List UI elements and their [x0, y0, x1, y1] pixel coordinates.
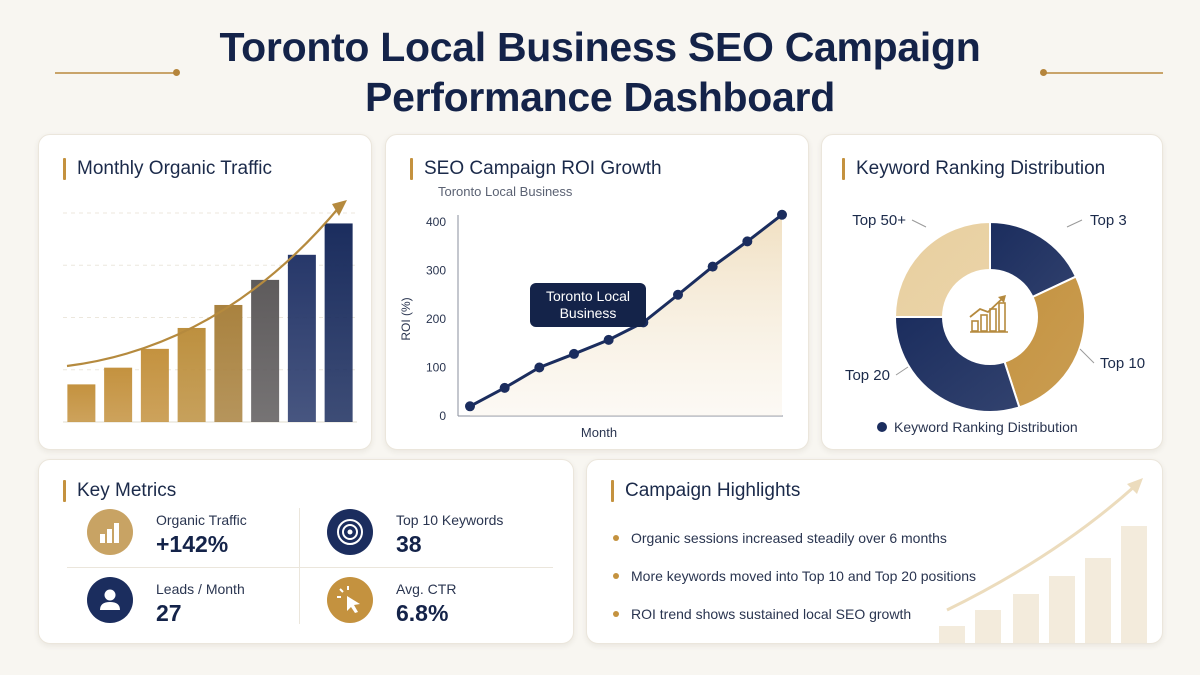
pie-legend-marker: [877, 422, 887, 432]
metric-organic-traffic-label: Organic Traffic: [156, 512, 247, 528]
metrics-card-title: Key Metrics: [63, 479, 176, 503]
traffic-bar-2: [104, 367, 133, 422]
roi-point-3: [534, 362, 545, 373]
metrics-divider-horizontal: [67, 567, 553, 568]
page-title-line1: Toronto Local Business SEO Campaign: [219, 24, 981, 70]
donut-leader-1: [1066, 219, 1083, 228]
roi-card: SEO Campaign ROI Growth Toronto Local Bu…: [385, 134, 809, 450]
page-title: Toronto Local Business SEO Campaign Perf…: [0, 22, 1200, 122]
traffic-bar-4: [177, 327, 206, 422]
pie-legend-text: Keyword Ranking Distribution: [894, 419, 1078, 435]
keyword-donut-chart: Top 3 Top 10 Top 20 Top 50+ Keyword Ranking…: [845, 212, 1145, 435]
right-deco-dot: [1040, 69, 1047, 76]
metric-top10-icon-bg: [327, 509, 373, 555]
highlight-item-3: ROI trend shows sustained local SEO grow…: [631, 606, 912, 622]
left-deco-dot: [173, 69, 180, 76]
traffic-bar-1: [67, 384, 96, 422]
highlights-card-title: Campaign Highlights: [611, 479, 800, 503]
traffic-card: Monthly Organic Traffic: [38, 134, 372, 450]
bar-chart-icon: [100, 523, 119, 543]
metric-leads-label: Leads / Month: [156, 581, 245, 597]
target-icon: [337, 519, 363, 545]
highlight-bullet-1: [613, 535, 619, 541]
page-title-line2: Performance Dashboard: [365, 74, 835, 120]
metrics-card: Key Metrics Organic Traffic +142% Top 10…: [38, 459, 574, 644]
left-deco-line: [55, 72, 177, 74]
traffic-bar-8: [324, 223, 353, 422]
roi-x-axis-label: Month: [581, 425, 617, 440]
metric-organic-traffic-value: +142%: [156, 531, 229, 557]
roi-point-7: [673, 289, 683, 300]
traffic-bar-7: [287, 254, 316, 422]
highlights-card: Campaign Highlights Organic sessions inc…: [586, 459, 1163, 644]
traffic-bar-3: [140, 348, 169, 422]
donut-label-2: Top 10: [1100, 355, 1145, 372]
roi-point-1: [465, 401, 475, 412]
highlights-background-bars: [939, 478, 1147, 643]
roi-point-10: [777, 209, 787, 220]
keyword-card-title: Keyword Ranking Distribution: [842, 157, 1105, 181]
traffic-bar-5: [214, 304, 243, 422]
highlight-item-1: Organic sessions increased steadily over…: [631, 530, 947, 546]
user-icon: [100, 589, 120, 610]
metric-organic-traffic-icon-bg: [87, 509, 133, 555]
metrics-divider-vertical: [299, 508, 300, 624]
roi-series-line: [469, 213, 783, 408]
metric-leads-icon-bg: [87, 577, 133, 623]
roi-line-chart: 0 100 200 300 400 ROI (%) Month: [399, 209, 787, 440]
roi-y-axis-label: ROI (%): [399, 297, 413, 340]
roi-ytick-200: 200: [426, 312, 446, 326]
roi-point-4: [569, 348, 579, 359]
traffic-trend-arrow: [66, 204, 342, 368]
metric-ctr-value: 6.8%: [396, 600, 449, 626]
traffic-card-title: Monthly Organic Traffic: [63, 157, 272, 181]
highlight-item-2: More keywords moved into Top 10 and Top …: [631, 568, 977, 584]
donut-leader-4: [911, 219, 927, 228]
traffic-bar-6: [251, 279, 280, 422]
donut-label-4: Top 50+: [852, 212, 906, 229]
roi-ytick-300: 300: [426, 264, 446, 278]
roi-ytick-400: 400: [426, 215, 446, 229]
roi-callout-text: Toronto Local Business: [545, 288, 631, 321]
cursor-click-icon: [337, 586, 360, 613]
traffic-trend-arrowhead: [332, 200, 347, 216]
donut-leader-3: [895, 366, 909, 376]
donut-label-1: Top 3: [1090, 212, 1127, 229]
roi-ytick-0: 0: [439, 409, 446, 423]
highlight-bullet-2: [613, 573, 619, 579]
right-deco-line: [1043, 72, 1163, 74]
donut-label-3: Top 20: [845, 367, 890, 384]
roi-ytick-100: 100: [426, 361, 446, 375]
metric-leads-value: 27: [156, 600, 182, 626]
roi-card-subtitle: Toronto Local Business: [438, 184, 573, 199]
traffic-bar-chart: [63, 200, 357, 423]
roi-point-5: [603, 334, 614, 345]
metric-ctr-label: Avg. CTR: [396, 581, 457, 597]
metric-ctr-icon-bg: [327, 577, 373, 623]
roi-point-9: [742, 236, 753, 247]
metric-top10-label: Top 10 Keywords: [396, 512, 504, 528]
bar-growth-icon: [969, 295, 1008, 333]
highlight-bullet-3: [613, 611, 619, 617]
keyword-card: Keyword Ranking Distribution Top 3 Top 10…: [821, 134, 1163, 450]
roi-point-8: [707, 261, 718, 272]
metric-top10-value: 38: [396, 531, 422, 557]
roi-callout: Toronto Local Business: [530, 283, 646, 327]
donut-leader-2: [1079, 348, 1095, 364]
roi-point-2: [499, 382, 510, 393]
roi-card-title: SEO Campaign ROI Growth: [410, 157, 662, 181]
